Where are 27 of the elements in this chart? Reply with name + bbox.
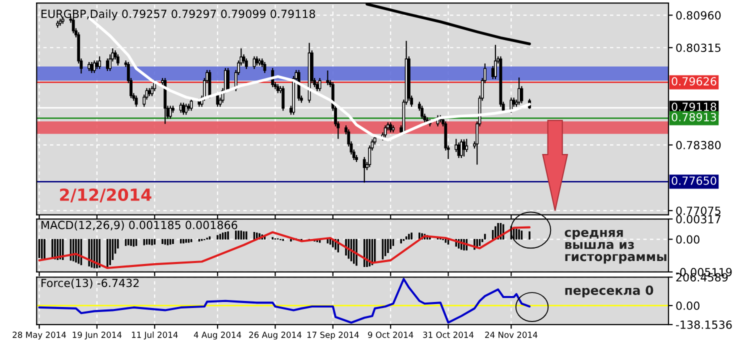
y-tick-label: 0.00 [676,302,700,310]
ref-line-label: 0.78913 [672,112,716,122]
x-tick-label: 4 Aug 2014 [194,332,242,340]
chart-title: Force(13) -6.7432 [42,278,139,288]
ref-line-label: 0.77650 [672,176,716,185]
y-tick-label: -138.1536 [676,320,732,329]
y-tick-label: 0.78380 [676,140,721,150]
ref-line-label: 0.79626 [672,77,716,86]
y-tick-label: 0.77075 [676,206,720,215]
ref-line-label: 0.79118 [672,102,716,112]
x-tick-label: 24 Nov 2014 [485,332,538,338]
x-tick-label: 11 Jul 2014 [132,331,178,340]
y-tick-label: 0.00 [676,235,700,244]
x-tick-label: 31 Oct 2014 [423,332,474,338]
y-tick-label: 0.80315 [676,44,720,52]
x-tick-label: 17 Sep 2014 [307,332,359,340]
y-tick-label: 0.00317 [676,214,720,224]
y-tick-label: 0.80960 [676,11,721,20]
chart-title: MACD(12,26,9) 0.001185 0.001866 [42,220,238,231]
text: EURGBP,Daily 0.79257 0.79297 0.79099 0.79118 [42,9,316,20]
x-tick-label: 19 Jun 2014 [72,332,122,340]
annotation: пересекла 0 [565,286,654,298]
annotation: средняя вышла из гисторграммы [564,230,666,264]
annotation: 2/12/2014 [60,188,152,202]
x-tick-label: 28 May 2014 [12,332,66,340]
x-tick-label: 26 Aug 2014 [249,332,302,340]
x-tick-label: 9 Oct 2014 [368,332,414,338]
